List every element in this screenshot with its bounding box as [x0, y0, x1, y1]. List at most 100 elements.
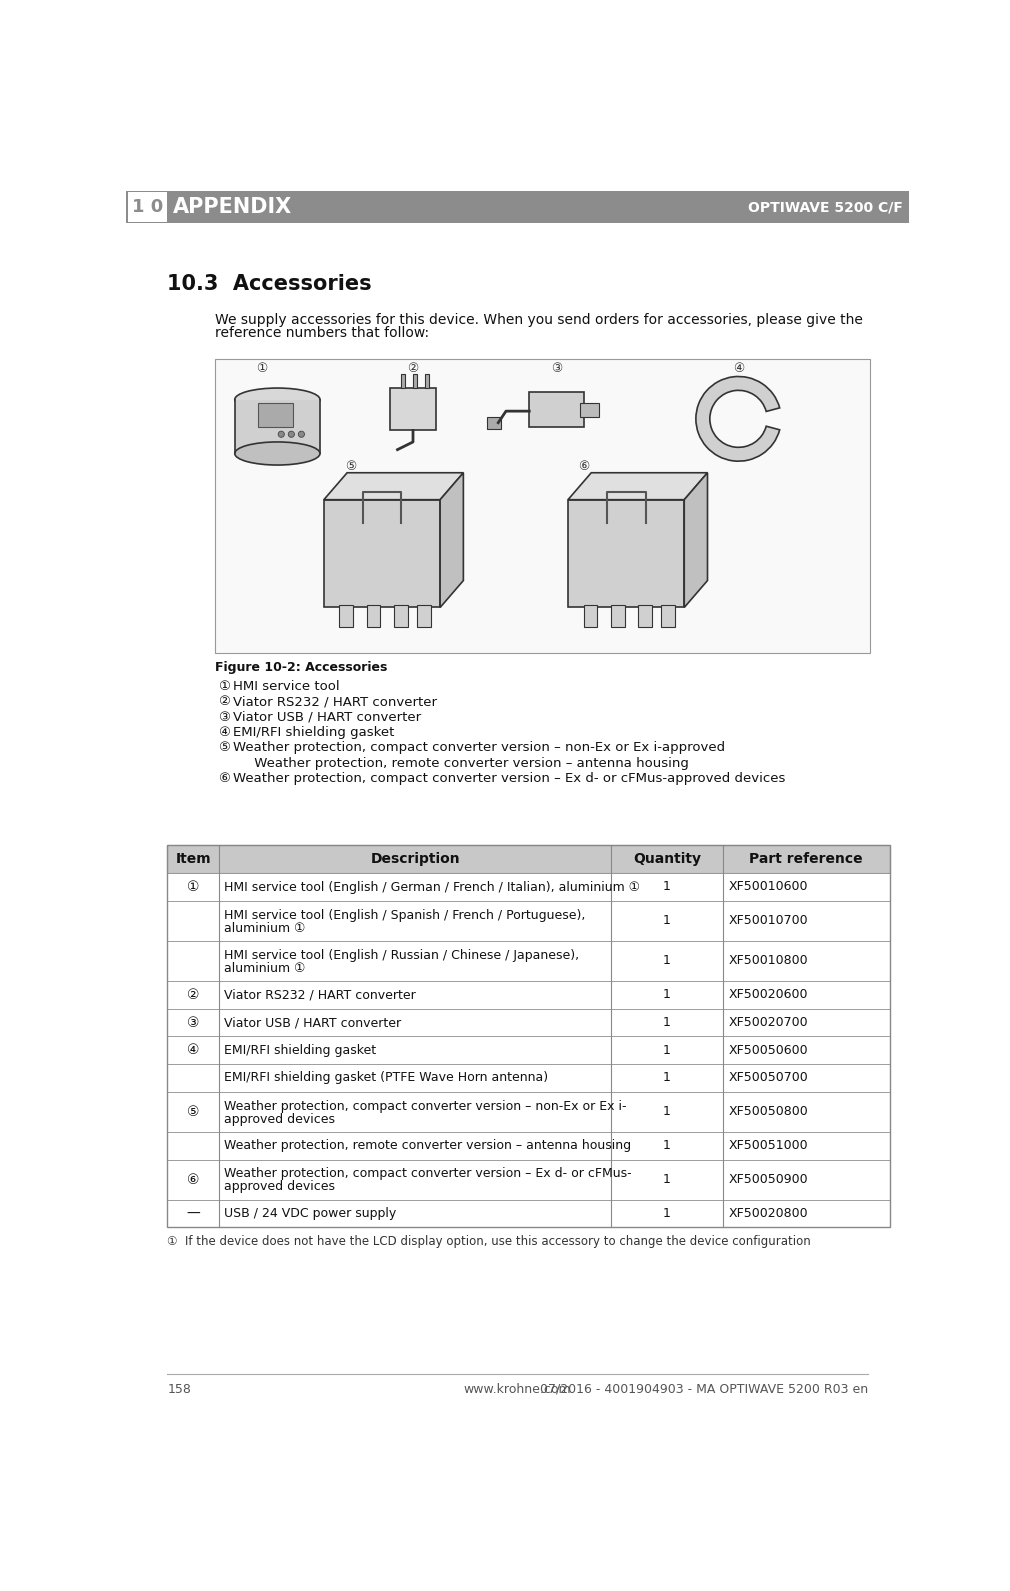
Text: 1: 1 [663, 988, 671, 1001]
Text: APPENDIX: APPENDIX [173, 197, 292, 216]
Text: ①: ① [218, 679, 229, 692]
Text: Weather protection, compact converter version – Ex d- or cFMus-approved devices: Weather protection, compact converter ve… [233, 772, 786, 786]
Text: ③: ③ [218, 711, 229, 724]
Text: —: — [187, 1206, 200, 1220]
Bar [324, 500, 440, 608]
Text: XF50020800: XF50020800 [729, 1208, 809, 1220]
Text: 1: 1 [663, 1208, 671, 1220]
Bar [168, 901, 890, 940]
Text: Description: Description [371, 853, 460, 866]
Wedge shape [696, 377, 780, 461]
Text: ⑥: ⑥ [187, 1173, 200, 1187]
Text: XF50050900: XF50050900 [729, 1173, 809, 1187]
Text: OPTIWAVE 5200 C/F: OPTIWAVE 5200 C/F [748, 200, 903, 215]
Text: 1: 1 [663, 915, 671, 928]
Circle shape [278, 431, 285, 438]
Text: ③: ③ [187, 1015, 200, 1029]
Text: 158: 158 [168, 1383, 191, 1395]
Bar [661, 605, 675, 627]
Text: We supply accessories for this device. When you send orders for accessories, ple: We supply accessories for this device. W… [215, 313, 864, 328]
Bar [568, 500, 684, 608]
Text: Viator RS232 / HART converter: Viator RS232 / HART converter [224, 988, 416, 1001]
Text: USB / 24 VDC power supply: USB / 24 VDC power supply [224, 1208, 396, 1220]
Text: EMI/RFI shielding gasket: EMI/RFI shielding gasket [224, 1044, 376, 1056]
Bar [168, 1009, 890, 1036]
Text: ①: ① [257, 361, 268, 375]
Polygon shape [440, 473, 464, 608]
Bar [529, 391, 584, 426]
Bar [637, 605, 651, 627]
Bar [417, 605, 431, 627]
Text: XF50051000: XF50051000 [729, 1139, 809, 1152]
Text: XF50050700: XF50050700 [729, 1071, 809, 1085]
Polygon shape [684, 473, 707, 608]
Bar [234, 399, 320, 453]
Text: ④: ④ [218, 725, 229, 740]
Text: Viator USB / HART converter: Viator USB / HART converter [233, 711, 421, 724]
Text: ⑤: ⑤ [345, 460, 357, 473]
Text: Figure 10-2: Accessories: Figure 10-2: Accessories [215, 662, 388, 675]
Bar [126, 191, 909, 223]
Text: Weather protection, compact converter version – non-Ex or Ex i-approved: Weather protection, compact converter ve… [233, 741, 725, 754]
Text: XF50020700: XF50020700 [729, 1017, 809, 1029]
Text: aluminium ①: aluminium ① [224, 921, 305, 934]
Text: XF50020600: XF50020600 [729, 988, 808, 1001]
Text: HMI service tool (English / Russian / Chinese / Japanese),: HMI service tool (English / Russian / Ch… [224, 948, 579, 961]
Text: ②: ② [407, 361, 418, 375]
Bar [168, 1091, 890, 1131]
Text: 1: 1 [663, 1044, 671, 1056]
Text: Weather protection, remote converter version – antenna housing: Weather protection, remote converter ver… [224, 1139, 631, 1152]
Text: Viator USB / HART converter: Viator USB / HART converter [224, 1017, 401, 1029]
Text: HMI service tool (English / Spanish / French / Portuguese),: HMI service tool (English / Spanish / Fr… [224, 908, 586, 921]
Text: 1 0: 1 0 [131, 199, 163, 216]
Text: HMI service tool (English / German / French / Italian), aluminium ①: HMI service tool (English / German / Fre… [224, 880, 640, 894]
Text: 10.3  Accessories: 10.3 Accessories [168, 274, 372, 294]
Text: Part reference: Part reference [749, 853, 863, 866]
Text: ②: ② [218, 695, 229, 708]
Bar [128, 193, 167, 221]
Text: reference numbers that follow:: reference numbers that follow: [215, 326, 429, 340]
Text: 1: 1 [663, 1017, 671, 1029]
Text: Item: Item [176, 853, 211, 866]
Text: ⑥: ⑥ [578, 460, 589, 473]
Bar [413, 374, 417, 388]
Text: 07/2016 - 4001904903 - MA OPTIWAVE 5200 R03 en: 07/2016 - 4001904903 - MA OPTIWAVE 5200 … [539, 1383, 868, 1395]
Text: EMI/RFI shielding gasket (PTFE Wave Horn antenna): EMI/RFI shielding gasket (PTFE Wave Horn… [224, 1071, 548, 1085]
Text: ④: ④ [187, 1044, 200, 1058]
Bar [168, 845, 890, 1227]
Text: ②: ② [187, 988, 200, 1002]
Polygon shape [324, 473, 464, 500]
Bar [168, 1200, 890, 1227]
Text: ⑤: ⑤ [187, 1104, 200, 1118]
Bar [258, 404, 293, 426]
Ellipse shape [234, 388, 320, 410]
Text: ①: ① [187, 880, 200, 894]
Text: XF50010800: XF50010800 [729, 955, 809, 967]
Text: Weather protection, compact converter version – Ex d- or cFMus-: Weather protection, compact converter ve… [224, 1168, 631, 1181]
Bar [168, 1160, 890, 1200]
Text: XF50050800: XF50050800 [729, 1106, 809, 1118]
Ellipse shape [234, 442, 320, 465]
Text: ⑥: ⑥ [218, 772, 229, 786]
Bar [168, 982, 890, 1009]
Circle shape [288, 431, 295, 438]
Circle shape [298, 431, 304, 438]
Text: Viator RS232 / HART converter: Viator RS232 / HART converter [233, 695, 437, 708]
Bar [390, 388, 436, 431]
Text: EMI/RFI shielding gasket: EMI/RFI shielding gasket [233, 725, 395, 740]
Text: 1: 1 [663, 1173, 671, 1187]
Bar [401, 374, 405, 388]
Bar [584, 605, 598, 627]
Text: 1: 1 [663, 880, 671, 894]
Bar [168, 1131, 890, 1160]
Text: Weather protection, compact converter version – non-Ex or Ex i-: Weather protection, compact converter ve… [224, 1099, 626, 1112]
Bar [339, 605, 353, 627]
Bar [168, 1036, 890, 1064]
Text: ⑤: ⑤ [218, 741, 229, 754]
Text: 1: 1 [663, 1106, 671, 1118]
Text: HMI service tool: HMI service tool [233, 679, 339, 692]
Text: ③: ③ [550, 361, 562, 375]
Text: 1: 1 [663, 1139, 671, 1152]
Polygon shape [568, 473, 707, 500]
Text: ①  If the device does not have the LCD display option, use this accessory to cha: ① If the device does not have the LCD di… [168, 1235, 811, 1247]
